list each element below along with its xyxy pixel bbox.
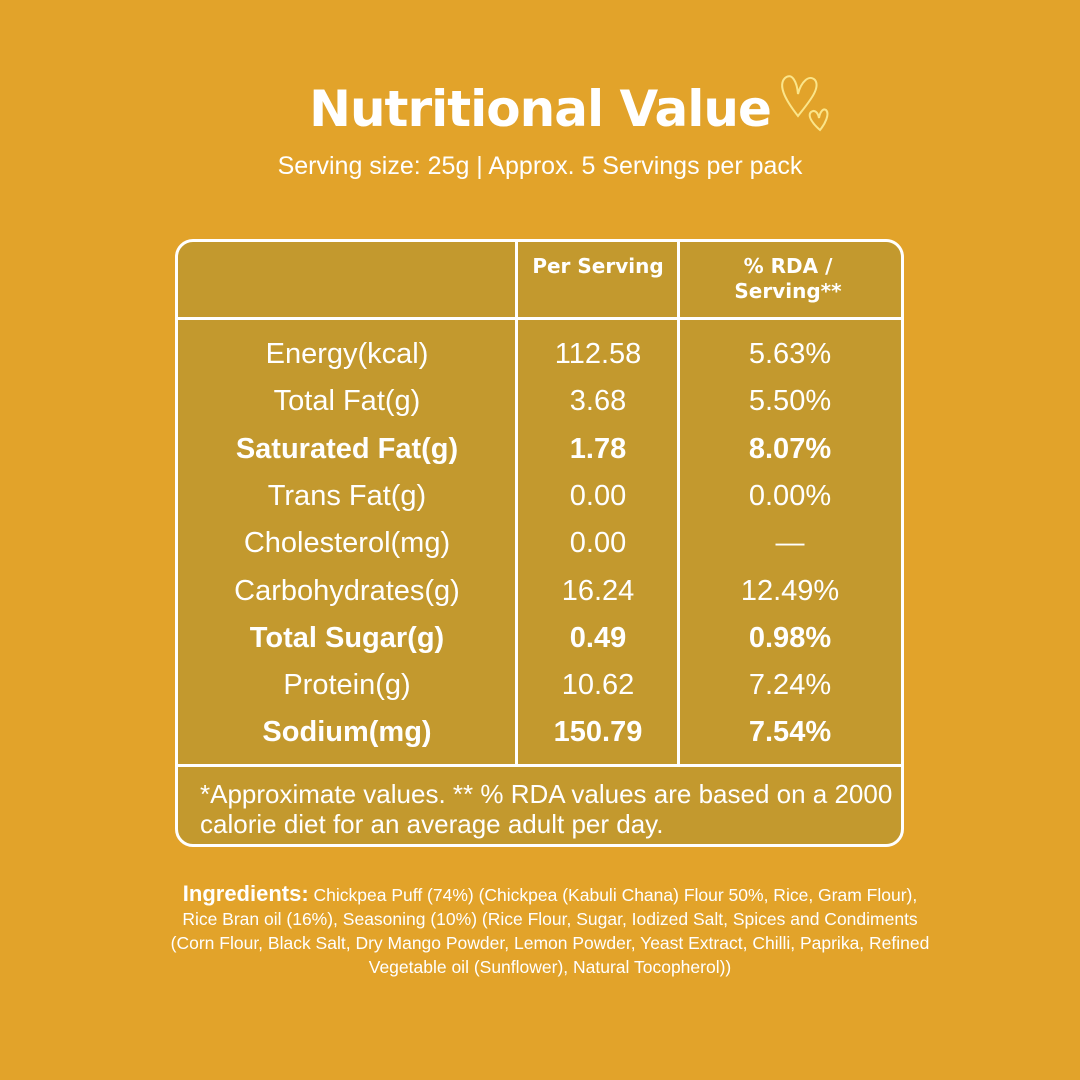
table-row: Sodium(mg) 150.79 7.54%	[178, 708, 901, 755]
table-row: Total Sugar(g) 0.49 0.98%	[178, 614, 901, 661]
nutrient-label: Protein(g)	[283, 669, 411, 702]
table-row: Protein(g) 10.62 7.24%	[178, 661, 901, 708]
per-serving-value: 112.58	[554, 338, 642, 370]
nutrient-label: Carbohydrates(g)	[234, 574, 460, 607]
header-per-serving: Per Serving	[532, 254, 664, 278]
rda-value: 7.24%	[748, 669, 832, 702]
footnote: *Approximate values. ** % RDA values are…	[178, 764, 901, 839]
nutrient-label: Total Fat(g)	[273, 385, 421, 418]
per-serving-value: 16.24	[561, 574, 635, 607]
column-divider	[677, 242, 680, 764]
table-row: Cholesterol(mg) 0.00 —	[178, 519, 901, 566]
page-title: Nutritional Value	[309, 80, 772, 138]
rda-value: 7.54%	[748, 716, 832, 749]
nutrient-label: Cholesterol(mg)	[243, 527, 451, 560]
rda-value: 8.07%	[748, 432, 832, 465]
nutrient-label: Energy(kcal)	[265, 338, 429, 370]
table-row: Saturated Fat(g) 1.78 8.07%	[178, 425, 901, 472]
nutrition-table: Per Serving % RDA / Serving** Energy(kca…	[175, 239, 904, 847]
per-serving-value: 0.00	[569, 527, 627, 560]
rda-value: 5.63%	[748, 338, 832, 370]
serving-info: Serving size: 25g | Approx. 5 Servings p…	[277, 152, 803, 180]
rda-value: 5.50%	[748, 385, 832, 418]
rda-value: 0.00%	[748, 479, 832, 512]
nutrient-label: Trans Fat(g)	[267, 479, 427, 512]
per-serving-value: 1.78	[569, 432, 627, 465]
table-row: Carbohydrates(g) 16.24 12.49%	[178, 567, 901, 614]
column-divider	[515, 242, 518, 764]
nutrient-label: Saturated Fat(g)	[235, 432, 459, 465]
per-serving-value: 3.68	[569, 385, 627, 418]
per-serving-value: 10.62	[561, 669, 635, 702]
nutrient-label: Sodium(mg)	[262, 716, 432, 749]
hearts-doodle-icon	[781, 75, 829, 132]
nutrient-label: Total Sugar(g)	[249, 621, 445, 654]
table-row: Trans Fat(g) 0.00 0.00%	[178, 472, 901, 519]
ingredients-label: Ingredients:	[182, 881, 309, 906]
table-row: Energy(kcal) 112.58 5.63%	[178, 330, 901, 377]
per-serving-value: 0.49	[569, 621, 627, 654]
rda-value: 0.98%	[748, 621, 832, 654]
per-serving-value: 150.79	[553, 716, 643, 749]
table-header: Per Serving % RDA / Serving**	[178, 242, 901, 320]
rda-value: 12.49%	[740, 574, 840, 607]
ingredients: Ingredients: Chickpea Puff (74%) (Chickp…	[170, 882, 930, 979]
per-serving-value: 0.00	[569, 479, 627, 512]
rda-value: —	[775, 527, 805, 560]
table-row: Total Fat(g) 3.68 5.50%	[178, 377, 901, 424]
header-rda: % RDA / Serving**	[734, 254, 842, 303]
ingredients-text: Chickpea Puff (74%) (Chickpea (Kabuli Ch…	[170, 885, 930, 977]
